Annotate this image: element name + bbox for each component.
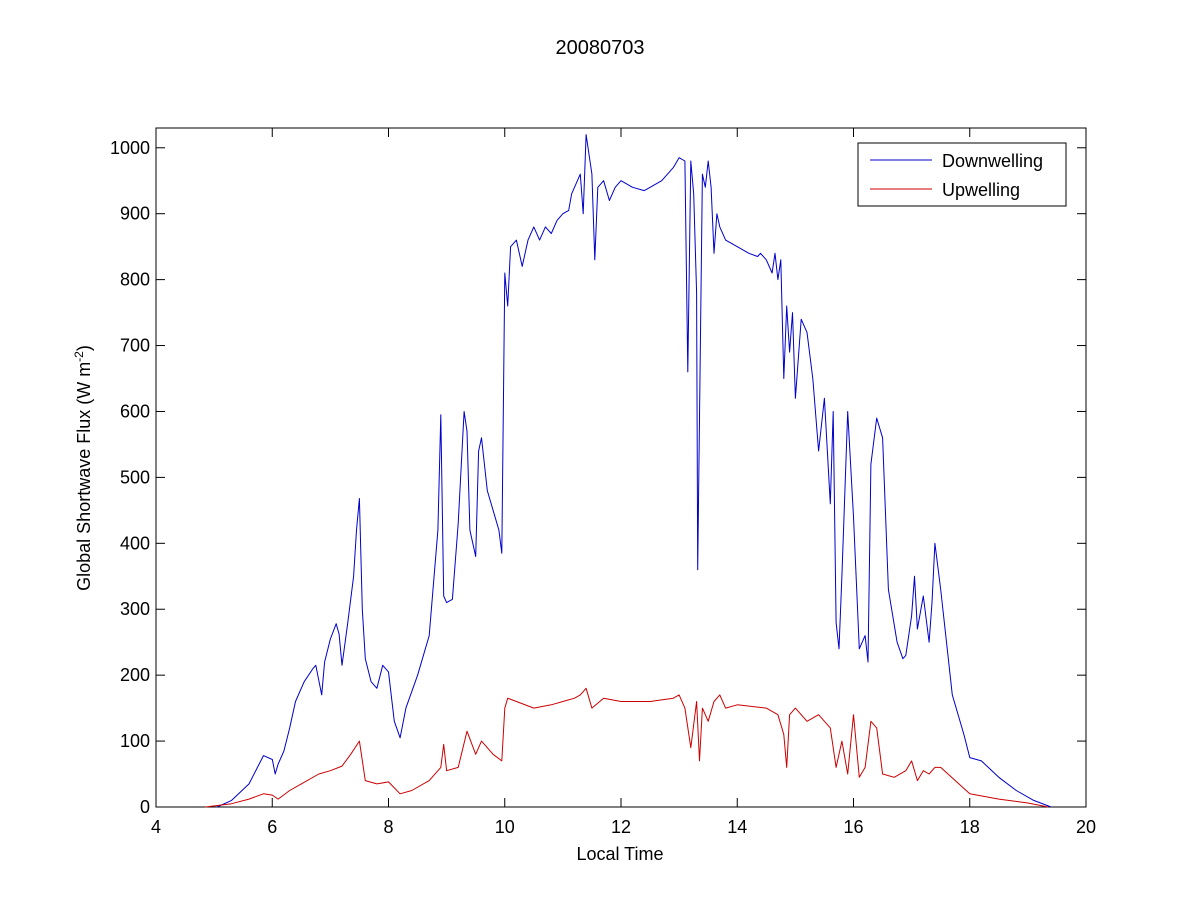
y-axis-label: Global Shortwave Flux (W m-2) — [72, 345, 94, 591]
x-tick-label: 6 — [267, 817, 277, 837]
y-tick-label: 0 — [140, 797, 150, 817]
y-axis-label-main: Global Shortwave Flux (W m — [74, 362, 94, 591]
y-tick-label: 200 — [120, 665, 150, 685]
x-tick-label: 4 — [151, 817, 161, 837]
x-tick-label: 10 — [495, 817, 515, 837]
legend: Downwelling Upwelling — [857, 142, 1067, 207]
y-tick-label: 700 — [120, 336, 150, 356]
series-layer — [205, 134, 1052, 808]
x-tick-label: 20 — [1076, 817, 1096, 837]
y-tick-label: 100 — [120, 731, 150, 751]
x-axis: 4 6 8 10 12 14 16 18 20 — [151, 128, 1096, 837]
chart-title: 20080703 — [556, 37, 645, 59]
y-tick-label: 500 — [120, 467, 150, 487]
x-axis-label: Local Time — [576, 844, 663, 864]
y-tick-label: 1000 — [110, 138, 150, 158]
plot-area — [155, 127, 1087, 808]
y-axis-label-superscript: -2 — [72, 351, 86, 362]
x-tick-label: 14 — [727, 817, 747, 837]
x-tick-label: 8 — [383, 817, 393, 837]
legend-label-downwelling: Downwelling — [942, 151, 1043, 171]
y-axis: 0 100 200 300 400 500 600 700 800 900 1000 — [110, 138, 1086, 817]
y-tick-label: 900 — [120, 204, 150, 224]
y-tick-label: 400 — [120, 533, 150, 553]
y-tick-label: 800 — [120, 270, 150, 290]
legend-label-upwelling: Upwelling — [942, 180, 1020, 200]
y-tick-label: 300 — [120, 599, 150, 619]
legend-box — [857, 142, 1067, 207]
series-line-upwelling — [205, 687, 1049, 808]
x-tick-label: 18 — [960, 817, 980, 837]
y-axis-label-close: ) — [74, 345, 94, 351]
y-tick-label: 600 — [120, 401, 150, 421]
series-line-downwelling — [216, 134, 1052, 808]
x-tick-label: 16 — [843, 817, 863, 837]
x-tick-label: 12 — [611, 817, 631, 837]
